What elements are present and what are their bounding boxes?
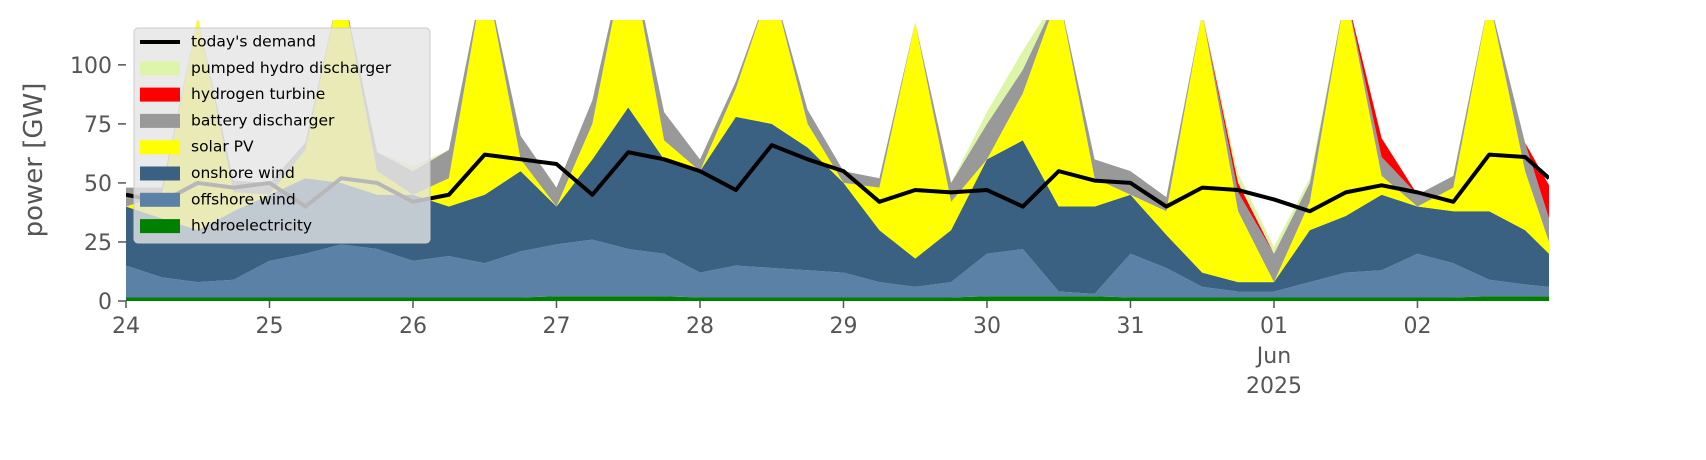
legend-swatch xyxy=(140,87,180,102)
y-tick-label: 75 xyxy=(84,113,112,138)
legend-label: hydrogen turbine xyxy=(191,85,325,103)
legend-label: today's demand xyxy=(191,33,316,51)
x-tick-label: 01 Jun 2025 xyxy=(1245,314,1302,399)
legend-swatch xyxy=(140,140,180,155)
y-axis-label: power [GW] xyxy=(19,83,49,238)
legend-swatch xyxy=(140,219,180,234)
y-tick-label: 0 xyxy=(98,290,112,315)
legend-label: hydroelectricity xyxy=(191,217,312,235)
legend-swatch xyxy=(140,61,180,76)
legend-label: offshore wind xyxy=(191,190,296,208)
legend-swatch xyxy=(140,166,180,181)
x-tick-label: 24 xyxy=(112,314,140,339)
x-tick-label: 26 xyxy=(398,314,427,339)
x-tick-label: 02 xyxy=(1403,314,1432,339)
legend-label: battery discharger xyxy=(191,111,335,129)
legend-label: pumped hydro discharger xyxy=(191,59,392,77)
plot-area xyxy=(126,20,1549,301)
x-tick-label: 31 xyxy=(1116,314,1145,339)
x-tick-label: 30 xyxy=(972,314,1001,339)
area xyxy=(126,20,1549,283)
area xyxy=(126,239,1549,298)
legend-swatch xyxy=(140,113,180,128)
legend-label: solar PV xyxy=(191,138,254,156)
x-tick-label: 29 xyxy=(829,314,858,339)
y-tick-label: 100 xyxy=(70,54,112,79)
legend-box xyxy=(133,27,431,244)
x-tick-label: 25 xyxy=(255,314,284,339)
legend-swatch xyxy=(140,192,180,207)
legend-label: onshore wind xyxy=(191,164,295,182)
x-tick-label: 27 xyxy=(542,314,571,339)
x-tick-label: 28 xyxy=(685,314,714,339)
legend: today's demand pumped hydro discharger hyd… xyxy=(133,27,431,244)
y-tick-label: 25 xyxy=(84,231,112,256)
area xyxy=(126,107,1549,294)
y-tick-label: 50 xyxy=(84,172,112,197)
